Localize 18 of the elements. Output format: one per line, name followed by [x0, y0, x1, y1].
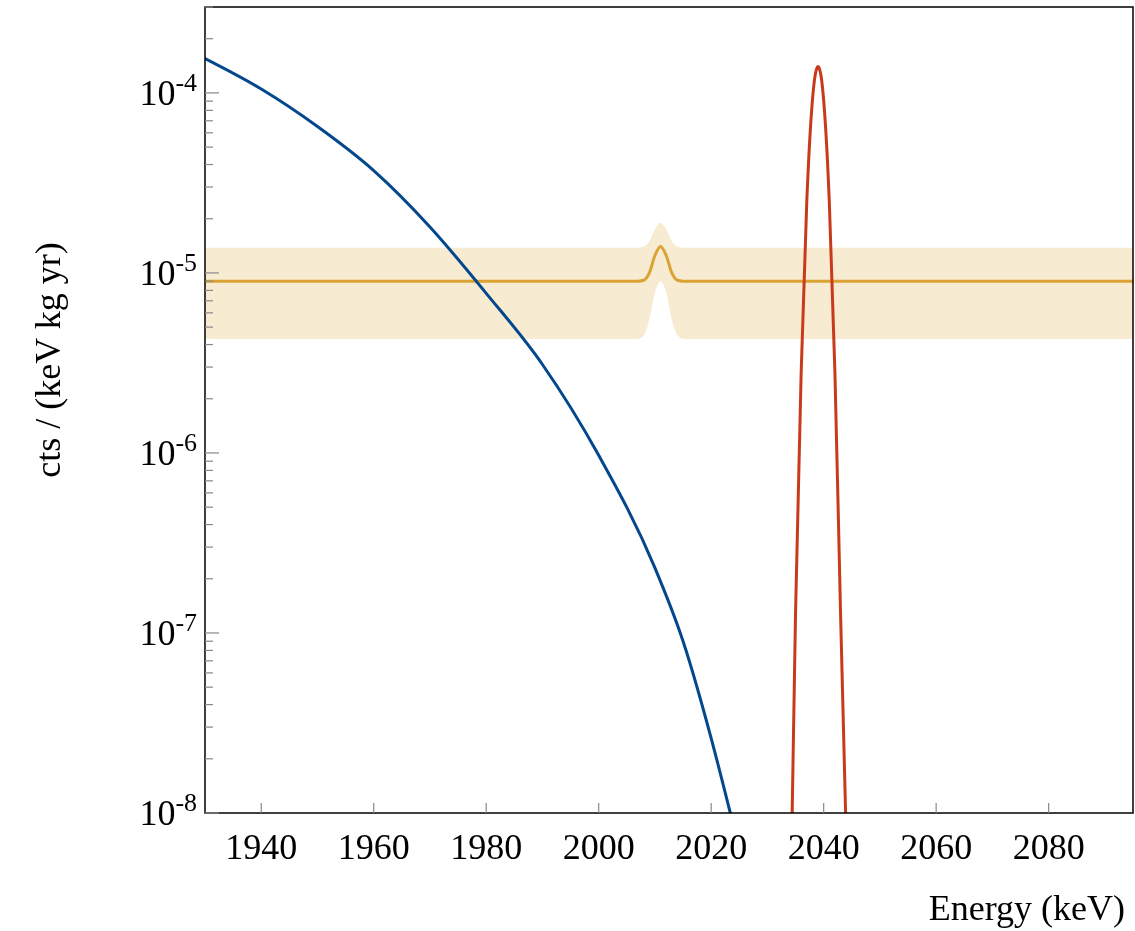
y-tick-label: 10$^{-6}$ [139, 427, 198, 473]
y-tick-label: 10$^{-4}$ [139, 67, 198, 113]
x-tick-label: 2060 [900, 827, 973, 867]
x-axis-title: Energy (keV) [928, 888, 1125, 928]
y-tick-label: 10$^{-8}$ [139, 787, 197, 833]
x-tick-label: 1940 [225, 827, 298, 867]
y-tick-label: 10$^{-7}$ [139, 607, 198, 653]
x-tick-label: 2000 [562, 827, 635, 867]
line-series [205, 245, 1133, 283]
line-series [205, 57, 732, 813]
x-tick-label: 1960 [337, 827, 410, 867]
x-tick-label: 2080 [1012, 827, 1085, 867]
x-tick-label: 1980 [450, 827, 523, 867]
y-axis-title: cts / (keV kg yr) [28, 242, 68, 478]
y-tick-label: 10$^{-5}$ [139, 247, 197, 293]
x-tick-label: 2020 [675, 827, 748, 867]
line-series [790, 65, 848, 813]
x-tick-label: 2040 [787, 827, 860, 867]
